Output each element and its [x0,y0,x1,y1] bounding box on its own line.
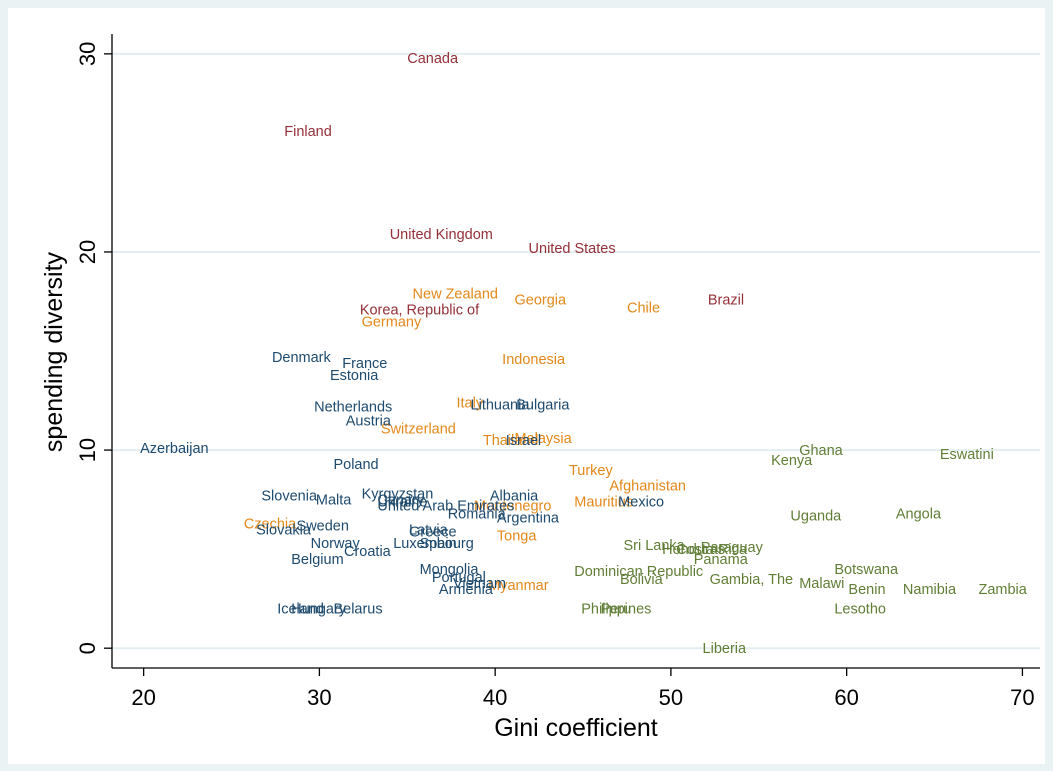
point-label: Argentina [497,510,560,526]
point-label: Peru [601,602,632,618]
point-label: Finland [284,124,332,140]
point-label: Malta [316,493,352,509]
point-label: Spain [420,536,457,552]
point-label: Myanmar [488,578,549,594]
point-label: Poland [333,457,378,473]
point-label: Denmark [272,350,332,366]
point-label: Greece [409,524,457,540]
point-label: Liberia [703,641,747,657]
point-label: Bulgaria [516,398,570,414]
point-label: Costa Rica [676,542,748,558]
point-label: Portugal [432,570,486,586]
point-label: Chile [627,300,660,316]
x-tick-label: 50 [659,685,683,710]
x-axis-title: Gini coefficient [494,714,658,742]
point-label: Namibia [903,582,957,598]
point-label: Sweden [297,518,349,534]
point-label: Germany [362,314,422,330]
point-label: New Zealand [413,287,498,303]
point-label: Benin [848,582,885,598]
point-label: Slovakia [256,522,312,538]
point-label: Bolivia [620,572,664,588]
point-label: Malaysia [514,431,572,447]
x-tick-label: 70 [1010,685,1034,710]
point-label: Tonga [497,528,537,544]
gridlines [112,52,1040,650]
point-label: Czechia [244,516,297,532]
point-label: Gambia, The [710,572,794,588]
plot-background [8,8,1045,764]
point-label: Eswatini [940,447,994,463]
point-label: Mauritius [574,495,633,511]
x-tick-label: 20 [131,685,155,710]
y-tick-label: 30 [75,42,100,66]
point-label: Slovenia [261,489,318,505]
point-label: Iceland [277,602,324,618]
point-label: Mexico [618,495,664,511]
y-axis-title: spending diversity [40,251,68,452]
point-label: Italy [456,396,483,412]
point-label: France [342,356,387,372]
point-label: Latvia [409,522,449,538]
point-label: Canada [407,51,459,67]
point-label: Honduras [662,542,725,558]
point-label: Canary [377,493,424,509]
point-label: Albania [490,489,539,505]
x-tick-label: 30 [307,685,331,710]
y-tick-label: 20 [75,240,100,264]
x-tick-label: 40 [483,685,507,710]
point-label: Korea, Republic of [360,302,480,318]
point-label: United States [529,241,616,257]
point-label: Armenia [439,582,494,598]
point-label: Belarus [333,602,382,618]
point-label: Romania [448,506,507,522]
point-label: Mongolia [420,562,480,578]
point-label: Lesotho [834,602,886,618]
point-label: Brazil [708,293,744,309]
point-label: Zambia [978,582,1027,598]
point-label: Austria [346,413,392,429]
point-label: Estonia [330,368,379,384]
point-label: Malawi [799,576,844,592]
point-label: United Kingdom [390,227,493,243]
point-label: Thailand [483,433,539,449]
y-tick-label: 10 [75,438,100,462]
point-label: Uganda [790,508,842,524]
x-tick-label: 60 [834,685,858,710]
point-label: Switzerland [381,421,456,437]
y-tick-label: 0 [75,642,100,654]
point-label: Hungary [291,602,347,618]
point-label: Dominican Republic [574,564,703,580]
point-label: Netherlands [314,399,392,415]
point-label: Sri Lanka [623,538,685,554]
point-label: Lithuania [471,398,531,414]
point-label: Montenegro [474,499,551,515]
point-label: Norway [311,536,361,552]
point-label: Paraguay [701,540,764,556]
point-label: Kenya [771,453,813,469]
point-label: Georgia [514,293,567,309]
point-label: Panama [694,552,749,568]
point-label: Vietnam [453,576,506,592]
point-label: Belgium [291,552,343,568]
point-label: Angola [896,506,942,522]
point-label: Indonesia [502,352,566,368]
point-label: Ukraine [377,495,427,511]
point-label: Azerbaijan [140,441,209,457]
point-label: Afghanistan [609,479,686,495]
point-label: United Arab Emirates [377,499,514,515]
point-label: Kyrgyzstan [362,487,434,503]
point-label: Luxembourg [393,536,474,552]
point-label: Croatia [344,544,392,560]
point-label: Philippines [581,602,651,618]
point-label: Ghana [799,443,843,459]
point-label: Israel [506,433,541,449]
point-labels: Canada Finland United Kingdom United States… [140,51,1028,657]
point-label: Botswana [834,562,899,578]
point-label: Turkey [569,463,614,479]
axes: 20 30 40 50 60 70 0 10 20 30 [75,34,1040,710]
